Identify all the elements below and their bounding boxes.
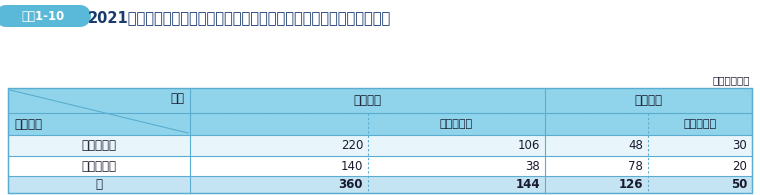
Text: 106: 106 (518, 139, 540, 152)
Text: 48: 48 (628, 139, 643, 152)
Bar (8, 156, 752, 176)
Text: 計: 計 (96, 178, 103, 191)
Bar (545, 113, 648, 135)
Text: 項目: 項目 (170, 91, 184, 105)
Bar (190, 88, 545, 113)
Text: （単位：人）: （単位：人） (713, 75, 750, 85)
Text: 38: 38 (525, 160, 540, 173)
Bar (6, 5, 80, 27)
Text: 360: 360 (338, 178, 363, 191)
Text: 合格者数: 合格者数 (635, 94, 663, 107)
Text: 区分試験: 区分試験 (14, 119, 42, 131)
Text: 78: 78 (628, 160, 643, 173)
Text: 220: 220 (340, 139, 363, 152)
Text: 航空電子科: 航空電子科 (81, 160, 116, 173)
Text: 航空情報科: 航空情報科 (81, 139, 116, 152)
Text: うち女性数: うち女性数 (440, 119, 473, 129)
Text: 30: 30 (732, 139, 747, 152)
Text: 申込者数: 申込者数 (353, 94, 382, 107)
Wedge shape (80, 5, 91, 27)
Bar (8, 88, 190, 135)
Bar (8, 135, 752, 156)
Text: 144: 144 (515, 178, 540, 191)
Bar (190, 113, 368, 135)
Text: 20: 20 (732, 160, 747, 173)
Wedge shape (0, 5, 6, 27)
Bar (368, 113, 545, 135)
Bar (8, 88, 752, 193)
Bar (648, 113, 752, 135)
Text: 2021年度航空保安大学校学生採用試験の区分試験別申込者数・合格者数: 2021年度航空保安大学校学生採用試験の区分試験別申込者数・合格者数 (88, 11, 391, 26)
Text: 資料1-10: 資料1-10 (21, 10, 65, 22)
Text: 140: 140 (340, 160, 363, 173)
Bar (545, 88, 752, 113)
Text: 50: 50 (730, 178, 747, 191)
Text: 126: 126 (619, 178, 643, 191)
Text: うち女性数: うち女性数 (683, 119, 717, 129)
Bar (8, 176, 752, 193)
